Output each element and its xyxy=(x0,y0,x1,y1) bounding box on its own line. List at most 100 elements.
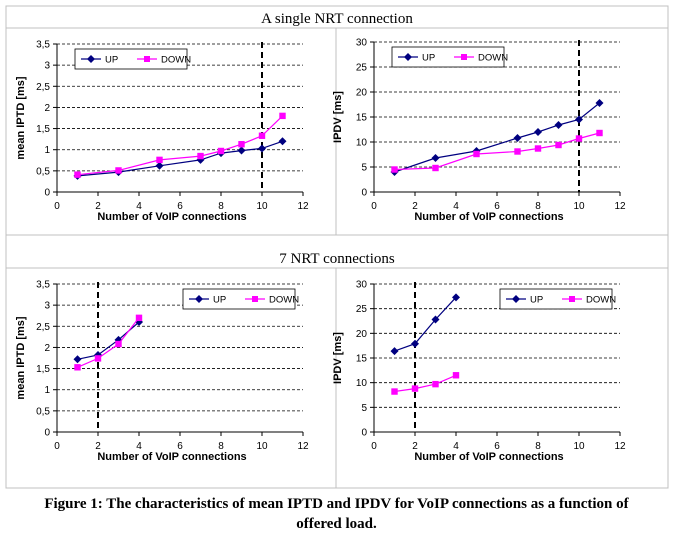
y-tick-label: 0 xyxy=(44,428,50,439)
x-tick-label: 0 xyxy=(371,201,377,212)
x-tick-label: 8 xyxy=(218,201,224,212)
data-point-up xyxy=(431,315,440,324)
x-tick-label: 12 xyxy=(297,201,309,212)
x-tick-label: 0 xyxy=(371,441,377,452)
x-tick-label: 10 xyxy=(573,441,585,452)
y-tick-label: 5 xyxy=(361,403,367,414)
chart-2: 0 5 10 15 20 25 30 0 2 4 6 8 10 12 Number of VoIP conn… xyxy=(332,38,626,224)
x-tick-label: 8 xyxy=(218,441,224,452)
data-point-up xyxy=(155,161,164,170)
x-tick-label: 0 xyxy=(54,201,60,212)
section-title-7-nrt: 7 NRT connections xyxy=(279,251,395,267)
data-point-up xyxy=(411,339,419,348)
x-tick-label: 6 xyxy=(494,201,500,212)
legend-label-up: UP xyxy=(530,295,543,306)
x-tick-label: 4 xyxy=(453,201,459,212)
x-tick-label: 4 xyxy=(136,201,142,212)
y-axis-label: mean IPTD [ms] xyxy=(15,316,27,399)
data-point-up xyxy=(534,128,542,136)
y-tick-label: 0 xyxy=(361,188,367,199)
x-tick-label: 12 xyxy=(614,201,626,212)
data-point-up xyxy=(513,134,522,142)
x-tick-label: 8 xyxy=(535,441,541,452)
y-axis-label: IPDV [ms] xyxy=(332,91,344,143)
y-tick-label: 20 xyxy=(356,88,368,99)
data-point-down xyxy=(391,388,398,395)
data-point-up xyxy=(554,121,563,129)
x-tick-label: 2 xyxy=(95,201,101,212)
legend-label-down: DOWN xyxy=(269,295,299,306)
data-point-up xyxy=(237,146,246,155)
series-line-up xyxy=(394,296,457,352)
chart-4: 0 5 10 15 20 25 30 0 2 4 6 8 10 12 Number of VoIP conn… xyxy=(332,280,626,464)
y-tick-label: 5 xyxy=(361,163,367,174)
data-point-down xyxy=(391,166,398,173)
outer-frame xyxy=(5,5,669,489)
legend-marker-up xyxy=(404,53,412,61)
data-point-down xyxy=(217,147,225,155)
x-tick-label: 8 xyxy=(535,201,541,212)
y-tick-label: 3 xyxy=(44,301,50,312)
legend-marker-down xyxy=(461,54,467,60)
x-tick-label: 6 xyxy=(494,441,500,452)
data-point-down xyxy=(156,156,163,164)
data-point-down xyxy=(94,355,102,362)
data-point-down xyxy=(555,141,562,149)
x-tick-label: 2 xyxy=(412,201,418,212)
figure-canvas: A single NRT connection 7 NRT connection… xyxy=(5,5,669,489)
y-tick-label: 25 xyxy=(356,304,368,315)
series-line-down xyxy=(77,317,140,368)
y-tick-label: 2,5 xyxy=(36,322,50,333)
legend-box xyxy=(391,46,505,68)
y-axis-label: IPDV [ms] xyxy=(332,332,344,384)
legend-marker-up xyxy=(87,55,95,63)
legend-label-up: UP xyxy=(105,55,118,66)
x-tick-label: 2 xyxy=(95,441,101,452)
chart-3: 0 0,5 1 1,5 2 2,5 3 3,5 0 2 4 6 8 10 12 Number of VoIP … xyxy=(15,280,309,464)
data-point-up xyxy=(278,137,287,146)
legend-marker-up xyxy=(195,295,203,303)
x-tick-label: 12 xyxy=(297,441,309,452)
y-tick-label: 30 xyxy=(356,38,368,49)
data-point-down xyxy=(258,132,266,139)
y-tick-label: 3,5 xyxy=(36,40,50,51)
data-point-down xyxy=(238,141,245,148)
series-line-up xyxy=(394,102,600,173)
data-point-down xyxy=(514,148,521,155)
legend-label-down: DOWN xyxy=(161,55,191,66)
data-point-up xyxy=(73,355,82,364)
legend-label-down: DOWN xyxy=(478,53,508,64)
legend-label-up: UP xyxy=(422,53,435,64)
legend-label-up: UP xyxy=(213,295,226,306)
x-tick-label: 10 xyxy=(573,201,585,212)
legend-box xyxy=(182,288,296,310)
x-tick-label: 6 xyxy=(177,441,183,452)
data-point-down xyxy=(432,164,439,172)
x-tick-label: 0 xyxy=(54,441,60,452)
x-tick-label: 10 xyxy=(256,201,268,212)
y-tick-label: 1,5 xyxy=(36,124,50,135)
legend-marker-down xyxy=(569,296,575,302)
data-point-up xyxy=(390,347,399,356)
legend-marker-down xyxy=(252,296,258,302)
x-axis-label: Number of VoIP connections xyxy=(414,451,563,463)
data-point-up xyxy=(431,154,440,162)
data-point-down xyxy=(575,135,583,142)
y-tick-label: 0,5 xyxy=(36,406,50,417)
y-tick-label: 1 xyxy=(44,145,50,156)
data-point-up xyxy=(452,293,460,302)
y-tick-label: 3 xyxy=(44,61,50,72)
data-point-down xyxy=(473,150,480,158)
x-axis-label: Number of VoIP connections xyxy=(97,451,246,463)
data-point-down xyxy=(197,152,204,160)
figure-caption: Figure 1: The characteristics of mean IP… xyxy=(0,494,673,534)
data-point-down xyxy=(452,372,460,379)
data-point-down xyxy=(74,171,81,178)
legend-box xyxy=(74,48,188,70)
x-tick-label: 4 xyxy=(453,441,459,452)
x-axis-label: Number of VoIP connections xyxy=(97,211,246,223)
legend-marker-down xyxy=(144,56,150,62)
legend-marker-up xyxy=(512,295,520,303)
y-tick-label: 0,5 xyxy=(36,166,50,177)
